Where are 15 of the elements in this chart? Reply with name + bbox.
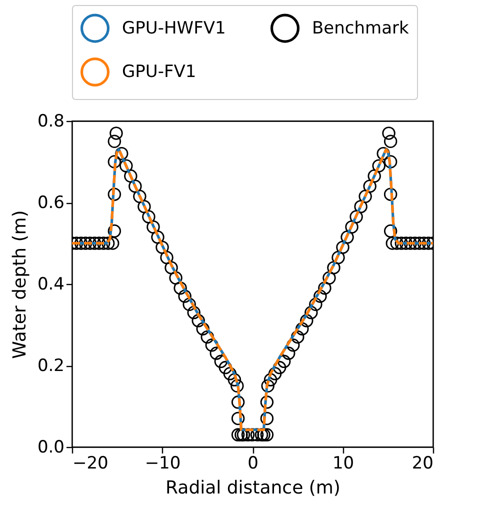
y-tick-label: 0.4 bbox=[37, 274, 64, 294]
legend-label: GPU-FV1 bbox=[122, 62, 196, 82]
y-axis-title: Water depth (m) bbox=[9, 210, 30, 359]
x-tick-label: −20 bbox=[72, 454, 108, 474]
y-tick-label: 0.6 bbox=[37, 193, 64, 213]
y-tick-label: 0.8 bbox=[37, 112, 64, 132]
x-tick-label: 0 bbox=[248, 454, 258, 474]
x-tick-label: 10 bbox=[332, 454, 354, 474]
x-tick-label: 20 bbox=[412, 454, 434, 474]
x-axis-title: Radial distance (m) bbox=[166, 478, 340, 498]
legend-label: Benchmark bbox=[312, 18, 409, 38]
legend-label: GPU-HWFV1 bbox=[122, 18, 226, 38]
y-tick-label: 0.0 bbox=[37, 438, 64, 458]
y-tick-label: 0.2 bbox=[37, 356, 64, 376]
x-tick-label: −10 bbox=[144, 454, 181, 474]
